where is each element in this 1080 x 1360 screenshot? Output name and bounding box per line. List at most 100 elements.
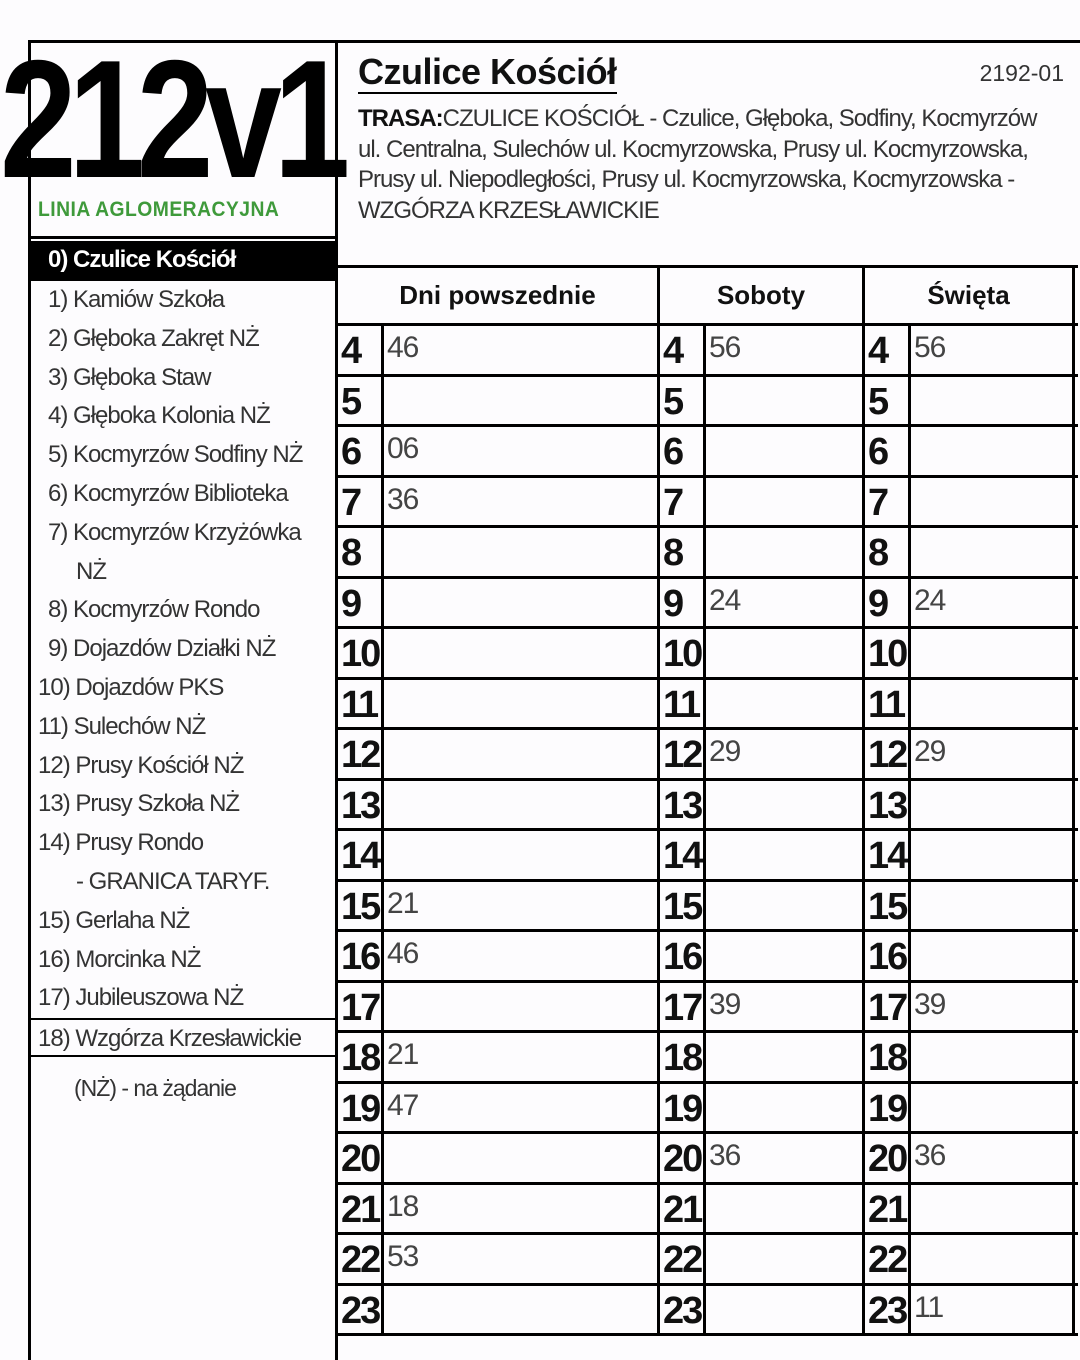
departure-minutes: [384, 579, 657, 627]
stop-item: 14) Prusy Rondo: [38, 829, 204, 857]
hour-label: 12: [338, 730, 384, 778]
saturday-cell: 6: [660, 427, 865, 475]
hour-label: 21: [338, 1184, 384, 1232]
hour-label: 7: [865, 477, 911, 525]
table-row: 14 14 14: [338, 831, 1078, 882]
departure-minutes: 56: [914, 331, 946, 364]
stop-item: 13) Prusy Szkoła NŻ: [38, 790, 240, 818]
departure-minutes: 24: [914, 583, 946, 617]
departure-minutes: [706, 377, 862, 425]
table-row: 12 12 29 12 29: [338, 730, 1078, 781]
saturday-cell: 7: [660, 477, 865, 526]
departure-minutes: 39: [709, 987, 741, 1021]
weekday-cell: 12: [338, 730, 660, 778]
hour-label: 15: [338, 881, 384, 929]
departure-minutes: [911, 377, 1072, 425]
saturday-cell: 23: [660, 1285, 865, 1333]
departure-minutes: [384, 377, 657, 425]
departure-minutes: 18: [387, 1189, 419, 1223]
departure-minutes: [384, 1286, 657, 1334]
stop-item: 3) Głęboka Staw: [48, 363, 211, 391]
hour-label: 16: [660, 932, 706, 980]
holiday-cell: 8: [865, 528, 1075, 576]
departure-minutes: [911, 680, 1072, 728]
weekday-cell: 20: [338, 1134, 660, 1182]
saturday-cell: 18: [660, 1033, 865, 1081]
line-panel: 212v1 LINIA AGLOMERACYJNA 0) Czulice Koś…: [0, 35, 350, 1360]
hour-label: 16: [865, 932, 911, 980]
stop-item: 17) Jubileuszowa NŻ: [38, 984, 244, 1012]
table-row: 13 13 13: [338, 780, 1078, 831]
holiday-cell: 20 36: [865, 1134, 1075, 1182]
table-row: 4 46 4 56 4 56: [338, 326, 1078, 377]
hour-label: 10: [660, 629, 706, 677]
hour-label: 7: [660, 477, 706, 525]
departure-minutes: 11: [914, 1290, 944, 1324]
weekday-cell: 21 18: [338, 1184, 660, 1232]
departure-minutes: [384, 680, 657, 728]
weekday-cell: 19 47: [338, 1083, 660, 1131]
table-row: 9 9 24 9 24: [338, 578, 1078, 629]
hour-label: 4: [338, 326, 384, 374]
saturday-cell: 11: [660, 679, 865, 728]
departure-minutes: [706, 831, 862, 879]
departure-minutes: [706, 1084, 862, 1132]
stop-item: NŻ: [76, 557, 107, 585]
table-row: 22 53 22 22: [338, 1235, 1078, 1286]
hour-label: 4: [865, 326, 911, 374]
route-label: TRASA:: [358, 105, 444, 132]
column-weekdays: Dni powszednie: [338, 268, 660, 323]
departure-minutes: 56: [709, 331, 741, 364]
departure-minutes: [706, 528, 862, 576]
hour-label: 19: [865, 1083, 911, 1131]
hour-label: 22: [865, 1235, 911, 1283]
departure-minutes: [384, 1134, 657, 1182]
departure-minutes: [384, 831, 657, 879]
departure-minutes: [911, 629, 1072, 677]
departure-minutes: [706, 680, 862, 728]
departure-minutes: [384, 983, 657, 1031]
stop-item: 10) Dojazdów PKS: [38, 673, 224, 701]
line-number: 212v1: [0, 25, 350, 213]
saturday-cell: 4 56: [660, 326, 865, 374]
table-row: 7 36 7 7: [338, 477, 1078, 528]
hour-label: 17: [865, 982, 911, 1030]
departure-minutes: [706, 781, 862, 829]
table-row: 15 21 15 15: [338, 881, 1078, 932]
hour-label: 19: [660, 1083, 706, 1131]
departure-minutes: [706, 478, 862, 526]
departure-minutes: 29: [709, 735, 741, 768]
table-row: 8 8 8: [338, 528, 1078, 579]
current-stop: 0) Czulice Kościół: [28, 241, 335, 281]
weekday-cell: 23: [338, 1285, 660, 1334]
table-row: 5 5 5: [338, 376, 1078, 427]
stop-item: 11) Sulechów NŻ: [38, 712, 206, 740]
weekday-cell: 10: [338, 629, 660, 677]
stop-item: 6) Kocmyrzów Biblioteka: [48, 479, 289, 507]
holiday-cell: 14: [865, 831, 1075, 879]
departure-table: Dni powszednie Soboty Święta 4 46 4 56 4 56 5 5…: [338, 265, 1078, 1336]
hour-label: 11: [660, 679, 706, 727]
stop-item: 15) Gerlaha NŻ: [38, 906, 190, 934]
weekday-cell: 9: [338, 578, 660, 627]
holiday-cell: 9 24: [865, 578, 1075, 626]
saturday-cell: 10: [660, 629, 865, 677]
hour-label: 15: [660, 881, 706, 929]
hour-label: 8: [338, 528, 384, 576]
stop-item: 5) Kocmyrzów Sodfiny NŻ: [48, 441, 303, 469]
table-row: 10 10 10: [338, 629, 1078, 680]
hour-label: 9: [865, 578, 911, 626]
departure-minutes: [706, 1185, 862, 1233]
table-row: 23 23 23 11: [338, 1285, 1078, 1336]
stop-item: 12) Prusy Kościół NŻ: [38, 751, 244, 779]
weekday-cell: 18 21: [338, 1033, 660, 1081]
hour-label: 4: [660, 326, 706, 374]
departure-minutes: [706, 882, 862, 930]
saturday-cell: 16: [660, 932, 865, 980]
weekday-cell: 17: [338, 982, 660, 1031]
saturday-cell: 21: [660, 1184, 865, 1233]
departure-minutes: 47: [387, 1088, 419, 1122]
hour-label: 22: [660, 1235, 706, 1283]
hour-label: 8: [660, 528, 706, 576]
hour-label: 16: [338, 932, 384, 980]
